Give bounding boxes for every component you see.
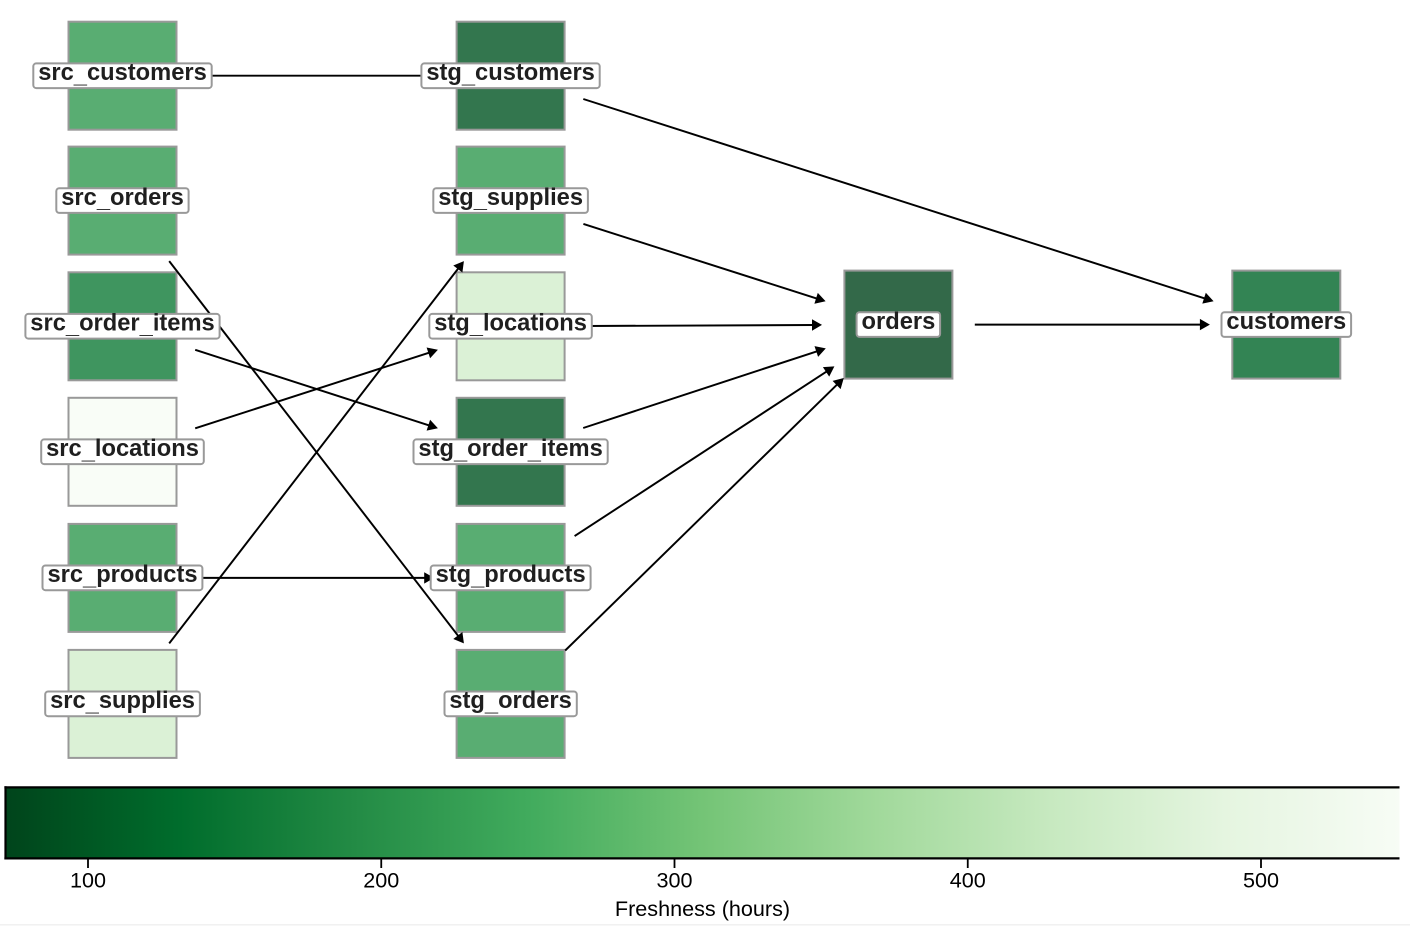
- svg-text:src_​locations: src_​locations: [46, 436, 199, 464]
- svg-text:stg_​products: stg_​products: [436, 562, 586, 590]
- svg-text:stg_​orders: stg_​orders: [449, 688, 571, 716]
- svg-text:src_​products: src_​products: [47, 562, 197, 590]
- svg-text:200: 200: [363, 868, 399, 893]
- svg-text:stg_​order_​items: stg_​order_​items: [418, 436, 602, 464]
- svg-text:orders: orders: [862, 309, 936, 335]
- svg-text:400: 400: [950, 868, 986, 893]
- svg-text:100: 100: [70, 868, 106, 893]
- svg-text:stg_​customers: stg_​customers: [426, 60, 595, 88]
- svg-text:300: 300: [656, 868, 692, 893]
- svg-text:customers: customers: [1226, 309, 1346, 335]
- svg-text:src_​customers: src_​customers: [38, 60, 207, 88]
- svg-text:stg_​locations: stg_​locations: [434, 311, 587, 339]
- svg-text:src_​order_​items: src_​order_​items: [30, 311, 214, 339]
- svg-text:src_​supplies: src_​supplies: [50, 688, 195, 716]
- svg-text:500: 500: [1243, 868, 1279, 893]
- svg-text:stg_​supplies: stg_​supplies: [438, 185, 583, 213]
- svg-text:src_​orders: src_​orders: [61, 185, 184, 213]
- svg-text:Freshness (hours): Freshness (hours): [615, 896, 790, 921]
